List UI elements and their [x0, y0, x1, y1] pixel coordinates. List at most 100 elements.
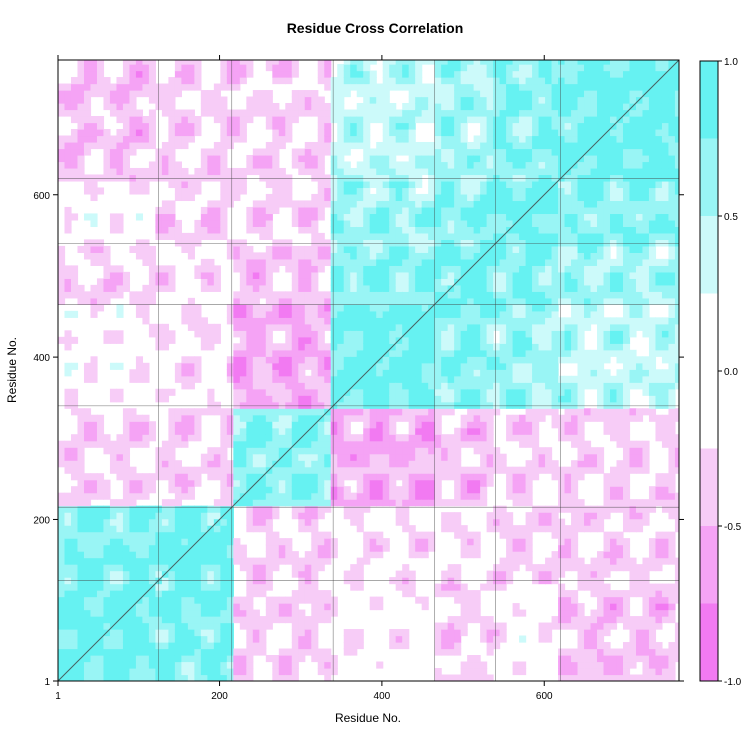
- heatmap-cell: [291, 388, 299, 396]
- heatmap-cell: [408, 258, 416, 266]
- heatmap-cell: [389, 642, 397, 650]
- heatmap-cell: [317, 239, 325, 247]
- heatmap-cell: [337, 200, 345, 208]
- heatmap-cell: [116, 538, 124, 546]
- heatmap-cell: [181, 408, 189, 416]
- heatmap-cell: [220, 60, 228, 65]
- heatmap-cell: [311, 401, 319, 409]
- heatmap-cell: [161, 674, 169, 681]
- heatmap-cell: [70, 648, 79, 656]
- heatmap-cell: [311, 512, 319, 520]
- heatmap-cell: [103, 265, 111, 273]
- heatmap-cell: [265, 336, 273, 344]
- heatmap-cell: [246, 109, 254, 117]
- heatmap-cell: [109, 96, 118, 104]
- heatmap-cell: [200, 538, 208, 546]
- heatmap-cell: [220, 479, 228, 487]
- heatmap-cell: [324, 440, 332, 448]
- heatmap-cell: [259, 499, 267, 507]
- heatmap-cell: [324, 479, 332, 487]
- heatmap-cell: [246, 479, 254, 487]
- heatmap-cell: [304, 265, 312, 273]
- heatmap-cell: [265, 479, 273, 487]
- heatmap-cell: [77, 648, 85, 656]
- heatmap-cell: [226, 239, 234, 247]
- heatmap-cell: [343, 265, 351, 273]
- heatmap-cell: [77, 616, 85, 624]
- heatmap-cell: [473, 655, 481, 663]
- heatmap-cell: [77, 245, 85, 253]
- heatmap-cell: [194, 544, 202, 552]
- heatmap-cell: [376, 434, 384, 442]
- heatmap-cell: [337, 77, 345, 85]
- heatmap-cell: [421, 83, 429, 91]
- heatmap-cell: [324, 557, 332, 565]
- heatmap-cell: [213, 505, 221, 513]
- heatmap-cell: [421, 427, 429, 435]
- heatmap-cell: [200, 265, 208, 273]
- heatmap-cell: [317, 336, 325, 344]
- heatmap-cell: [363, 284, 371, 292]
- heatmap-cell: [285, 310, 293, 318]
- heatmap-cell: [506, 174, 514, 182]
- heatmap-cell: [135, 213, 144, 221]
- heatmap-cell: [77, 434, 85, 442]
- heatmap-cell: [161, 616, 169, 624]
- heatmap-cell: [350, 271, 358, 279]
- heatmap-cell: [506, 258, 514, 266]
- heatmap-cell: [454, 258, 462, 266]
- heatmap-cell: [324, 421, 332, 429]
- heatmap-cell: [207, 564, 215, 572]
- heatmap-cell: [480, 479, 488, 487]
- heatmap-cell: [259, 440, 267, 448]
- heatmap-cell: [161, 219, 169, 228]
- heatmap-cell: [486, 362, 494, 370]
- heatmap-cell: [460, 369, 468, 377]
- heatmap-cell: [363, 297, 371, 305]
- heatmap-cell: [77, 167, 85, 176]
- heatmap-cell: [395, 226, 403, 234]
- heatmap-cell: [272, 122, 280, 130]
- heatmap-cell: [77, 408, 85, 416]
- heatmap-cell: [298, 362, 306, 370]
- heatmap-cell: [161, 609, 169, 617]
- heatmap-cell: [142, 83, 150, 91]
- heatmap-cell: [499, 180, 507, 189]
- heatmap-cell: [402, 317, 410, 325]
- heatmap-cell: [161, 460, 169, 468]
- heatmap-cell: [233, 265, 241, 273]
- heatmap-cell: [285, 200, 293, 208]
- heatmap-cell: [467, 161, 475, 169]
- heatmap-cell: [77, 512, 85, 520]
- heatmap-cell: [363, 180, 371, 189]
- heatmap-cell: [259, 486, 267, 494]
- heatmap-cell: [103, 278, 111, 286]
- heatmap-cell: [447, 64, 455, 72]
- heatmap-cell: [233, 661, 241, 669]
- heatmap-cell: [473, 60, 481, 65]
- heatmap-cell: [350, 388, 358, 396]
- heatmap-cell: [447, 60, 455, 65]
- heatmap-cell: [64, 460, 72, 468]
- heatmap-cell: [278, 349, 286, 357]
- heatmap-cell: [58, 284, 66, 292]
- heatmap-cell: [499, 323, 507, 331]
- heatmap-cell: [259, 557, 267, 565]
- heatmap-cell: [434, 486, 442, 494]
- heatmap-cell: [441, 629, 449, 637]
- heatmap-cell: [58, 278, 66, 286]
- heatmap-cell: [187, 492, 195, 500]
- heatmap-cell: [226, 642, 234, 650]
- heatmap-cell: [317, 609, 325, 617]
- heatmap-cell: [70, 583, 79, 591]
- heatmap-cell: [408, 174, 416, 182]
- heatmap-cell: [324, 317, 332, 325]
- heatmap-cell: [83, 668, 92, 676]
- heatmap-cell: [109, 330, 118, 338]
- heatmap-cell: [311, 284, 319, 292]
- heatmap-cell: [343, 284, 351, 292]
- heatmap-cell: [148, 330, 157, 338]
- heatmap-cell: [421, 219, 429, 228]
- heatmap-cell: [64, 284, 72, 292]
- heatmap-cell: [298, 492, 306, 500]
